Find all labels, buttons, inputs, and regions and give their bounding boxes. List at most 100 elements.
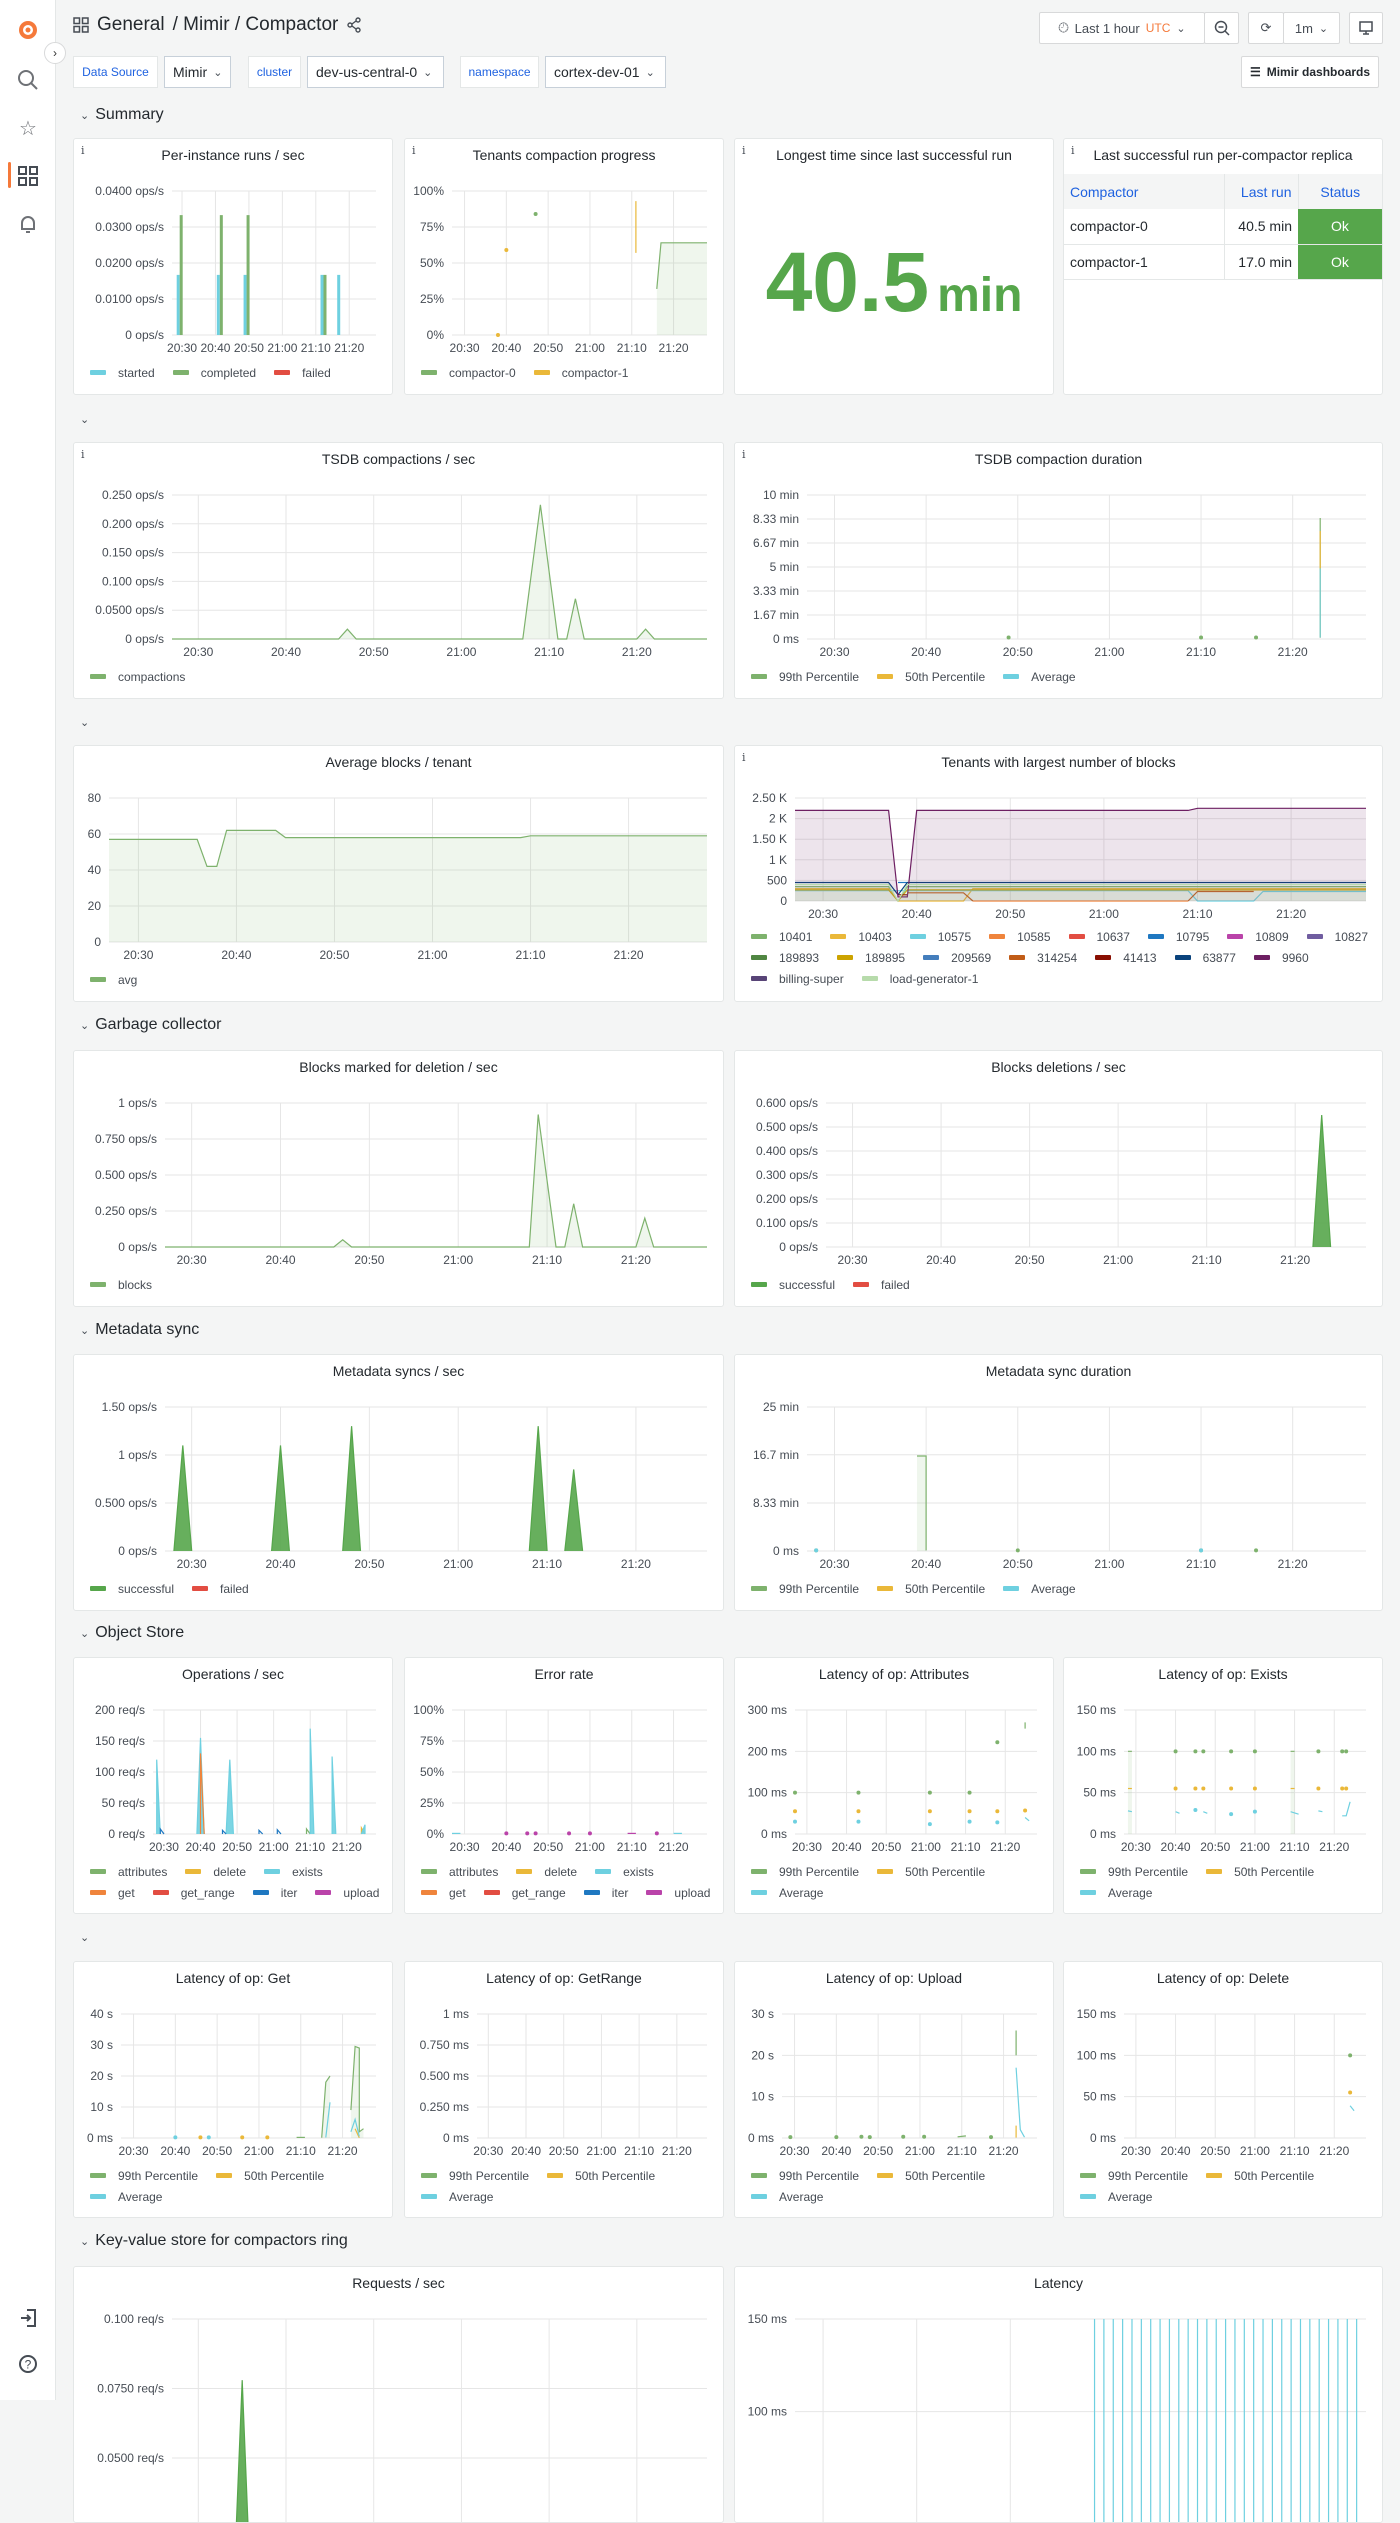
legend-item[interactable]: iter [253,1885,298,1900]
legend-item[interactable]: get_range [484,1885,566,1900]
legend-item[interactable]: 99th Percentile [751,2168,859,2183]
legend-item[interactable]: 10401 [751,929,812,944]
time-range-picker[interactable]: 🕘︎ Last 1 hour UTC ⌄ [1039,12,1205,44]
legend-item[interactable]: 50th Percentile [547,2168,655,2183]
bell-icon[interactable] [14,210,42,238]
chart-svg[interactable]: 0 ops/s0.500 ops/s1 ops/s1.50 ops/s20:30… [74,1355,724,1611]
legend-item[interactable]: Average [1080,2189,1152,2204]
row-header[interactable]: ⌄ [80,711,95,733]
variable-select-cluster[interactable]: dev-us-central-0⌄ [307,56,444,88]
legend-item[interactable]: 10795 [1148,929,1209,944]
legend-item[interactable]: 50th Percentile [877,2168,985,2183]
legend-item[interactable]: upload [646,1885,710,1900]
legend-item[interactable]: 99th Percentile [1080,1864,1188,1879]
refresh-button[interactable]: ⟳ [1248,12,1284,44]
legend-item[interactable]: Average [90,2189,162,2204]
legend-item[interactable]: Average [1080,1885,1152,1900]
legend-item[interactable]: load-generator-1 [862,971,979,986]
legend-item[interactable]: 99th Percentile [751,1581,859,1596]
legend-item[interactable]: 50th Percentile [1206,2168,1314,2183]
chart-svg[interactable]: 0 ops/s0.0500 ops/s0.100 ops/s0.150 ops/… [74,443,724,699]
legend-item[interactable]: 50th Percentile [877,1864,985,1879]
legend-item[interactable]: exists [264,1864,323,1879]
legend-item[interactable]: 10827 [1307,929,1368,944]
row-header[interactable]: ⌄Object Store [80,1622,184,1644]
legend-item[interactable]: 9960 [1254,950,1309,965]
legend-item[interactable]: successful [90,1581,174,1596]
legend-item[interactable]: 50th Percentile [877,669,985,684]
chart-svg[interactable]: 0 ops/s0.0100 ops/s0.0200 ops/s0.0300 op… [74,139,393,395]
legend-item[interactable]: successful [751,1277,835,1292]
row-header[interactable]: ⌄Metadata sync [80,1319,199,1341]
zoom-out-button[interactable] [1204,12,1239,44]
row-header[interactable]: ⌄Garbage collector [80,1014,222,1036]
search-icon[interactable] [14,66,42,94]
chart-svg[interactable]: 0.0500 req/s0.0750 req/s0.100 req/s [74,2267,724,2523]
legend-item[interactable]: 314254 [1009,950,1077,965]
grafana-logo-icon[interactable] [14,16,42,44]
sign-in-icon[interactable] [14,2304,42,2332]
row-header[interactable]: ⌄Summary [80,104,164,126]
panel-title[interactable]: Last successful run per-compactor replic… [1064,147,1382,163]
chart-svg[interactable]: 0 ops/s0.250 ops/s0.500 ops/s0.750 ops/s… [74,1051,724,1307]
legend-item[interactable]: get [90,1885,135,1900]
column-header[interactable]: Last run [1224,174,1298,209]
help-icon[interactable]: ? [14,2350,42,2378]
variable-select-namespace[interactable]: cortex-dev-01⌄ [545,56,666,88]
legend-item[interactable]: iter [584,1885,629,1900]
share-icon[interactable] [346,17,362,33]
legend-item[interactable]: failed [853,1277,910,1292]
legend-item[interactable]: Average [751,1885,823,1900]
legend-item[interactable]: 99th Percentile [751,669,859,684]
legend-item[interactable]: failed [192,1581,249,1596]
legend-item[interactable]: 99th Percentile [421,2168,529,2183]
legend-item[interactable]: 63877 [1175,950,1236,965]
legend-item[interactable]: delete [516,1864,577,1879]
legend-item[interactable]: Average [421,2189,493,2204]
legend-item[interactable]: 99th Percentile [1080,2168,1188,2183]
row-header[interactable]: ⌄ [80,1926,95,1948]
legend-item[interactable]: upload [315,1885,379,1900]
legend-item[interactable]: 50th Percentile [216,2168,324,2183]
legend-item[interactable]: 189895 [837,950,905,965]
expand-sidebar-button[interactable]: › [44,42,66,64]
breadcrumb-folder[interactable]: General [97,14,165,36]
legend-item[interactable]: 10403 [830,929,891,944]
legend-item[interactable]: attributes [90,1864,167,1879]
legend-item[interactable]: compactor-0 [421,365,516,380]
legend-item[interactable]: 50th Percentile [1206,1864,1314,1879]
legend-item[interactable]: 10637 [1069,929,1130,944]
legend-item[interactable]: get [421,1885,466,1900]
legend-item[interactable]: billing-super [751,971,844,986]
column-header[interactable]: Compactor [1064,174,1224,209]
star-icon[interactable]: ☆ [14,114,42,142]
mimir-dashboards-button[interactable]: ☰Mimir dashboards [1241,56,1379,88]
legend-item[interactable]: delete [185,1864,246,1879]
legend-item[interactable]: exists [595,1864,654,1879]
chart-svg[interactable]: 0 ops/s0.100 ops/s0.200 ops/s0.300 ops/s… [735,1051,1383,1307]
legend-item[interactable]: compactions [90,669,185,684]
row-header[interactable]: ⌄Key-value store for compactors ring [80,2230,348,2252]
legend-item[interactable]: Average [1003,669,1075,684]
refresh-interval-picker[interactable]: 1m ⌄ [1283,12,1340,44]
legend-item[interactable]: 50th Percentile [877,1581,985,1596]
tv-mode-button[interactable] [1349,12,1383,44]
legend-item[interactable]: 99th Percentile [751,1864,859,1879]
legend-item[interactable]: attributes [421,1864,498,1879]
column-header[interactable]: Status [1298,174,1382,209]
legend-item[interactable]: completed [173,365,256,380]
row-header[interactable]: ⌄ [80,408,95,430]
legend-item[interactable]: 10585 [989,929,1050,944]
legend-item[interactable]: 189893 [751,950,819,965]
legend-item[interactable]: avg [90,972,137,987]
legend-item[interactable]: compactor-1 [534,365,629,380]
legend-item[interactable]: 209569 [923,950,991,965]
legend-item[interactable]: 10809 [1227,929,1288,944]
dashboards-icon[interactable] [14,162,42,190]
panel-title[interactable]: Longest time since last successful run [735,147,1053,163]
legend-item[interactable]: started [90,365,155,380]
